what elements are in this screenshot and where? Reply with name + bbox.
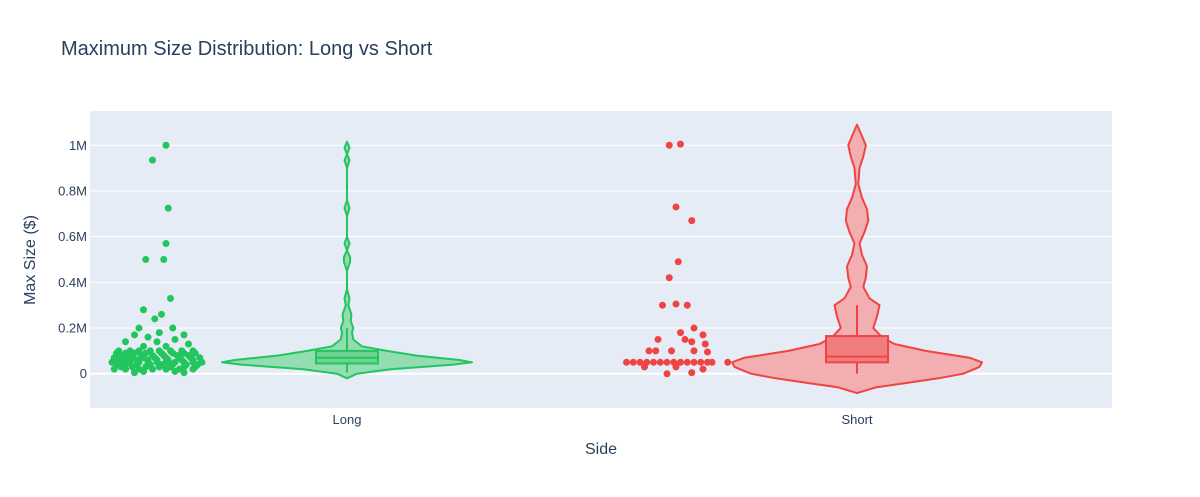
data-point: [708, 358, 716, 366]
data-point: [652, 347, 660, 355]
data-point: [629, 358, 637, 366]
data-point: [185, 340, 192, 348]
y-tick-label: 0.6M: [58, 229, 87, 244]
x-tick-labels: Long Short: [333, 412, 873, 427]
data-point: [162, 240, 170, 248]
data-point: [155, 329, 163, 337]
data-point: [645, 347, 653, 355]
data-point: [724, 358, 732, 366]
violin-long: [221, 140, 473, 380]
data-point: [171, 367, 179, 375]
data-point: [683, 358, 691, 366]
data-point: [650, 358, 657, 366]
data-point: [169, 324, 177, 332]
data-point: [665, 274, 673, 282]
data-point: [654, 335, 662, 343]
data-point: [672, 300, 680, 308]
x-tick-label: Long: [333, 412, 362, 427]
series-layer: [108, 123, 983, 395]
y-tick-label: 0.8M: [58, 183, 87, 198]
series-long: [108, 140, 473, 380]
data-point: [151, 315, 159, 323]
data-point: [681, 335, 689, 343]
data-point: [128, 363, 136, 371]
y-axis-title: Max Size ($): [22, 215, 39, 305]
data-point: [144, 333, 152, 341]
data-point: [191, 349, 199, 357]
data-point: [688, 217, 696, 225]
data-point: [704, 348, 711, 356]
data-point: [636, 358, 644, 366]
data-point: [663, 358, 671, 366]
y-tick-label: 0: [80, 366, 87, 381]
data-point: [697, 358, 705, 366]
data-point: [158, 310, 165, 318]
box-short: [825, 335, 889, 364]
chart-title: Maximum Size Distribution: Long vs Short: [61, 38, 433, 60]
y-tick-label: 1M: [69, 138, 87, 153]
data-point: [668, 347, 675, 355]
data-point: [672, 203, 680, 211]
data-point: [149, 365, 156, 373]
data-point: [623, 358, 630, 366]
data-point: [131, 331, 138, 339]
data-point: [672, 363, 680, 371]
data-point: [162, 365, 170, 373]
data-point: [688, 338, 696, 346]
data-point: [122, 338, 129, 346]
data-point: [663, 370, 671, 378]
data-point: [690, 358, 698, 366]
data-point: [677, 358, 684, 366]
data-point: [162, 342, 170, 350]
data-point: [140, 342, 147, 350]
data-point: [674, 258, 682, 266]
data-point: [699, 365, 707, 373]
series-short: [623, 123, 983, 395]
data-point: [688, 369, 696, 377]
data-point: [140, 306, 147, 314]
data-point: [690, 324, 698, 332]
data-point: [189, 365, 197, 373]
data-point: [171, 335, 179, 343]
data-point: [162, 141, 170, 149]
data-point: [180, 369, 188, 377]
data-point: [683, 301, 691, 309]
data-point: [164, 204, 172, 212]
data-point: [131, 369, 138, 377]
x-tick-label: Short: [841, 412, 872, 427]
data-point: [699, 331, 707, 339]
data-point: [160, 256, 168, 263]
data-point: [180, 331, 188, 339]
data-point: [656, 358, 664, 366]
data-point: [167, 294, 174, 302]
data-point: [122, 365, 129, 373]
data-point: [153, 338, 161, 346]
data-point: [110, 365, 118, 373]
data-point: [690, 347, 698, 355]
y-tick-labels: 0 0.2M 0.4M 0.6M 0.8M 1M: [58, 138, 87, 381]
y-tick-label: 0.2M: [58, 321, 87, 336]
data-point: [677, 329, 684, 337]
y-tick-label: 0.4M: [58, 275, 87, 290]
data-point: [140, 367, 147, 375]
data-point: [659, 301, 666, 309]
data-point: [149, 156, 156, 164]
data-point: [677, 140, 684, 148]
data-point: [135, 324, 143, 332]
data-point: [641, 363, 648, 371]
data-point: [155, 363, 163, 371]
data-point: [665, 141, 673, 149]
data-point: [142, 256, 150, 263]
data-point: [701, 340, 709, 348]
x-axis-title: Side: [585, 441, 617, 458]
